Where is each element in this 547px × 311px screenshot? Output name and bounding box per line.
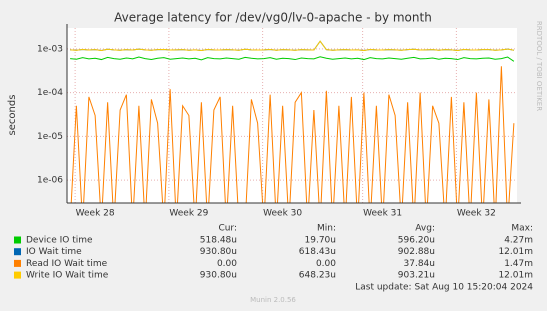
legend-label: Device IO time xyxy=(26,236,93,246)
legend-stat: 518.48u xyxy=(200,236,237,246)
legend-label: Read IO Wait time xyxy=(26,259,108,269)
y-tick-label: 1e-06 xyxy=(37,176,63,186)
axes: 1e-06 1e-05 1e-04 1e-03 Week 28 Week 29 Week 3… xyxy=(37,24,521,219)
legend-stat: 12.01m xyxy=(498,247,533,257)
chart-title: Average latency for /dev/vg0/lv-0-apache… xyxy=(114,11,432,25)
legend-stat: 0.00 xyxy=(316,259,336,269)
legend-stat: 930.80u xyxy=(200,247,237,257)
legend-stat: 0.00 xyxy=(217,259,237,269)
legend-stat: 4.27m xyxy=(504,236,533,246)
plot-area xyxy=(67,28,517,203)
x-tick-label: Week 29 xyxy=(169,209,208,219)
legend-swatch xyxy=(14,236,21,244)
legend-header: Cur: xyxy=(218,224,237,234)
legend-stat: 930.80u xyxy=(200,271,237,281)
legend-label: IO Wait time xyxy=(26,247,82,257)
series-group xyxy=(70,40,515,203)
x-tick-label: Week 31 xyxy=(363,209,402,219)
legend-stat: 37.84u xyxy=(404,259,435,269)
y-tick-label: 1e-04 xyxy=(37,88,63,98)
series-line xyxy=(70,40,514,51)
series-line xyxy=(70,66,515,203)
legend-stat: 19.70u xyxy=(305,236,336,246)
legend-stat: 618.43u xyxy=(299,247,336,257)
legend-label: Write IO Wait time xyxy=(26,271,109,281)
last-update: Last update: Sat Aug 10 15:20:04 2024 xyxy=(355,283,533,293)
x-tick-label: Week 28 xyxy=(76,209,115,219)
legend-stat: 903.21u xyxy=(398,271,435,281)
legend-header: Min: xyxy=(317,224,336,234)
legend-swatch xyxy=(14,259,21,267)
y-tick-label: 1e-05 xyxy=(37,132,63,142)
legend-stat: 648.23u xyxy=(299,271,336,281)
legend-stat: 1.47m xyxy=(504,259,533,269)
legend-swatch xyxy=(14,271,21,279)
legend-stat: 596.20u xyxy=(398,236,435,246)
legend-stat: 902.88u xyxy=(398,247,435,257)
footer: Munin 2.0.56 xyxy=(250,296,296,304)
y-tick-label: 1e-03 xyxy=(37,44,63,54)
y-axis-label: seconds xyxy=(7,95,18,136)
series-line xyxy=(70,56,515,62)
x-tick-label: Week 30 xyxy=(263,209,302,219)
x-tick-label: Week 32 xyxy=(457,209,496,219)
side-label: RRDTOOL / TOBI OETIKER xyxy=(535,21,543,111)
legend-header: Max: xyxy=(511,224,533,234)
legend-stat: 12.01m xyxy=(498,271,533,281)
legend-swatch xyxy=(14,248,21,256)
legend-header: Avg: xyxy=(415,224,435,234)
